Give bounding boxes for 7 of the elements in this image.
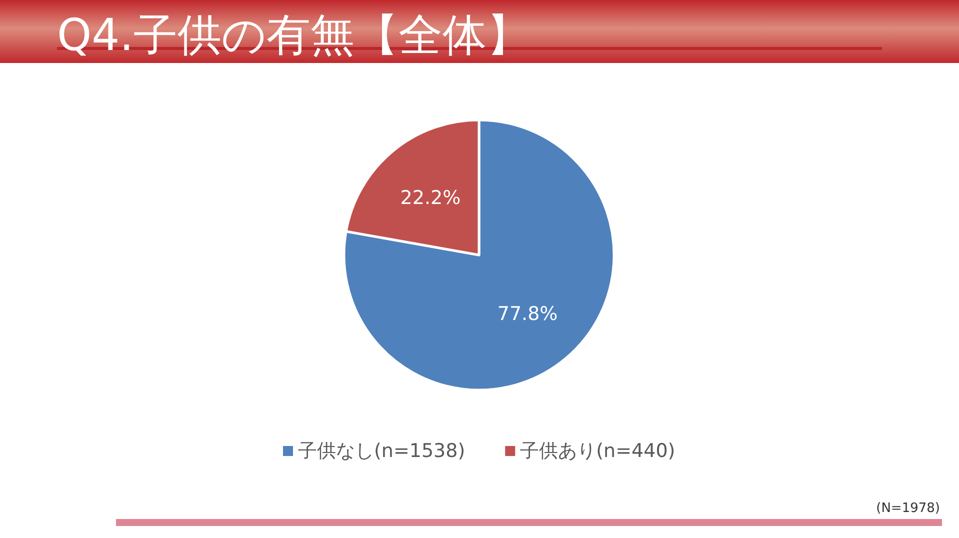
legend-label: 子供なし(n=1538) bbox=[298, 440, 466, 462]
annotation: (N=1978) bbox=[876, 501, 940, 516]
value-label: 77.8% bbox=[497, 302, 558, 325]
legend-label: 子供あり(n=440) bbox=[520, 440, 676, 462]
legend: 子供なし(n=1538) 子供あり(n=440) bbox=[283, 440, 676, 462]
title: Q4.子供の有無【全体】 bbox=[57, 10, 531, 61]
value-label: 22.2% bbox=[400, 187, 461, 210]
